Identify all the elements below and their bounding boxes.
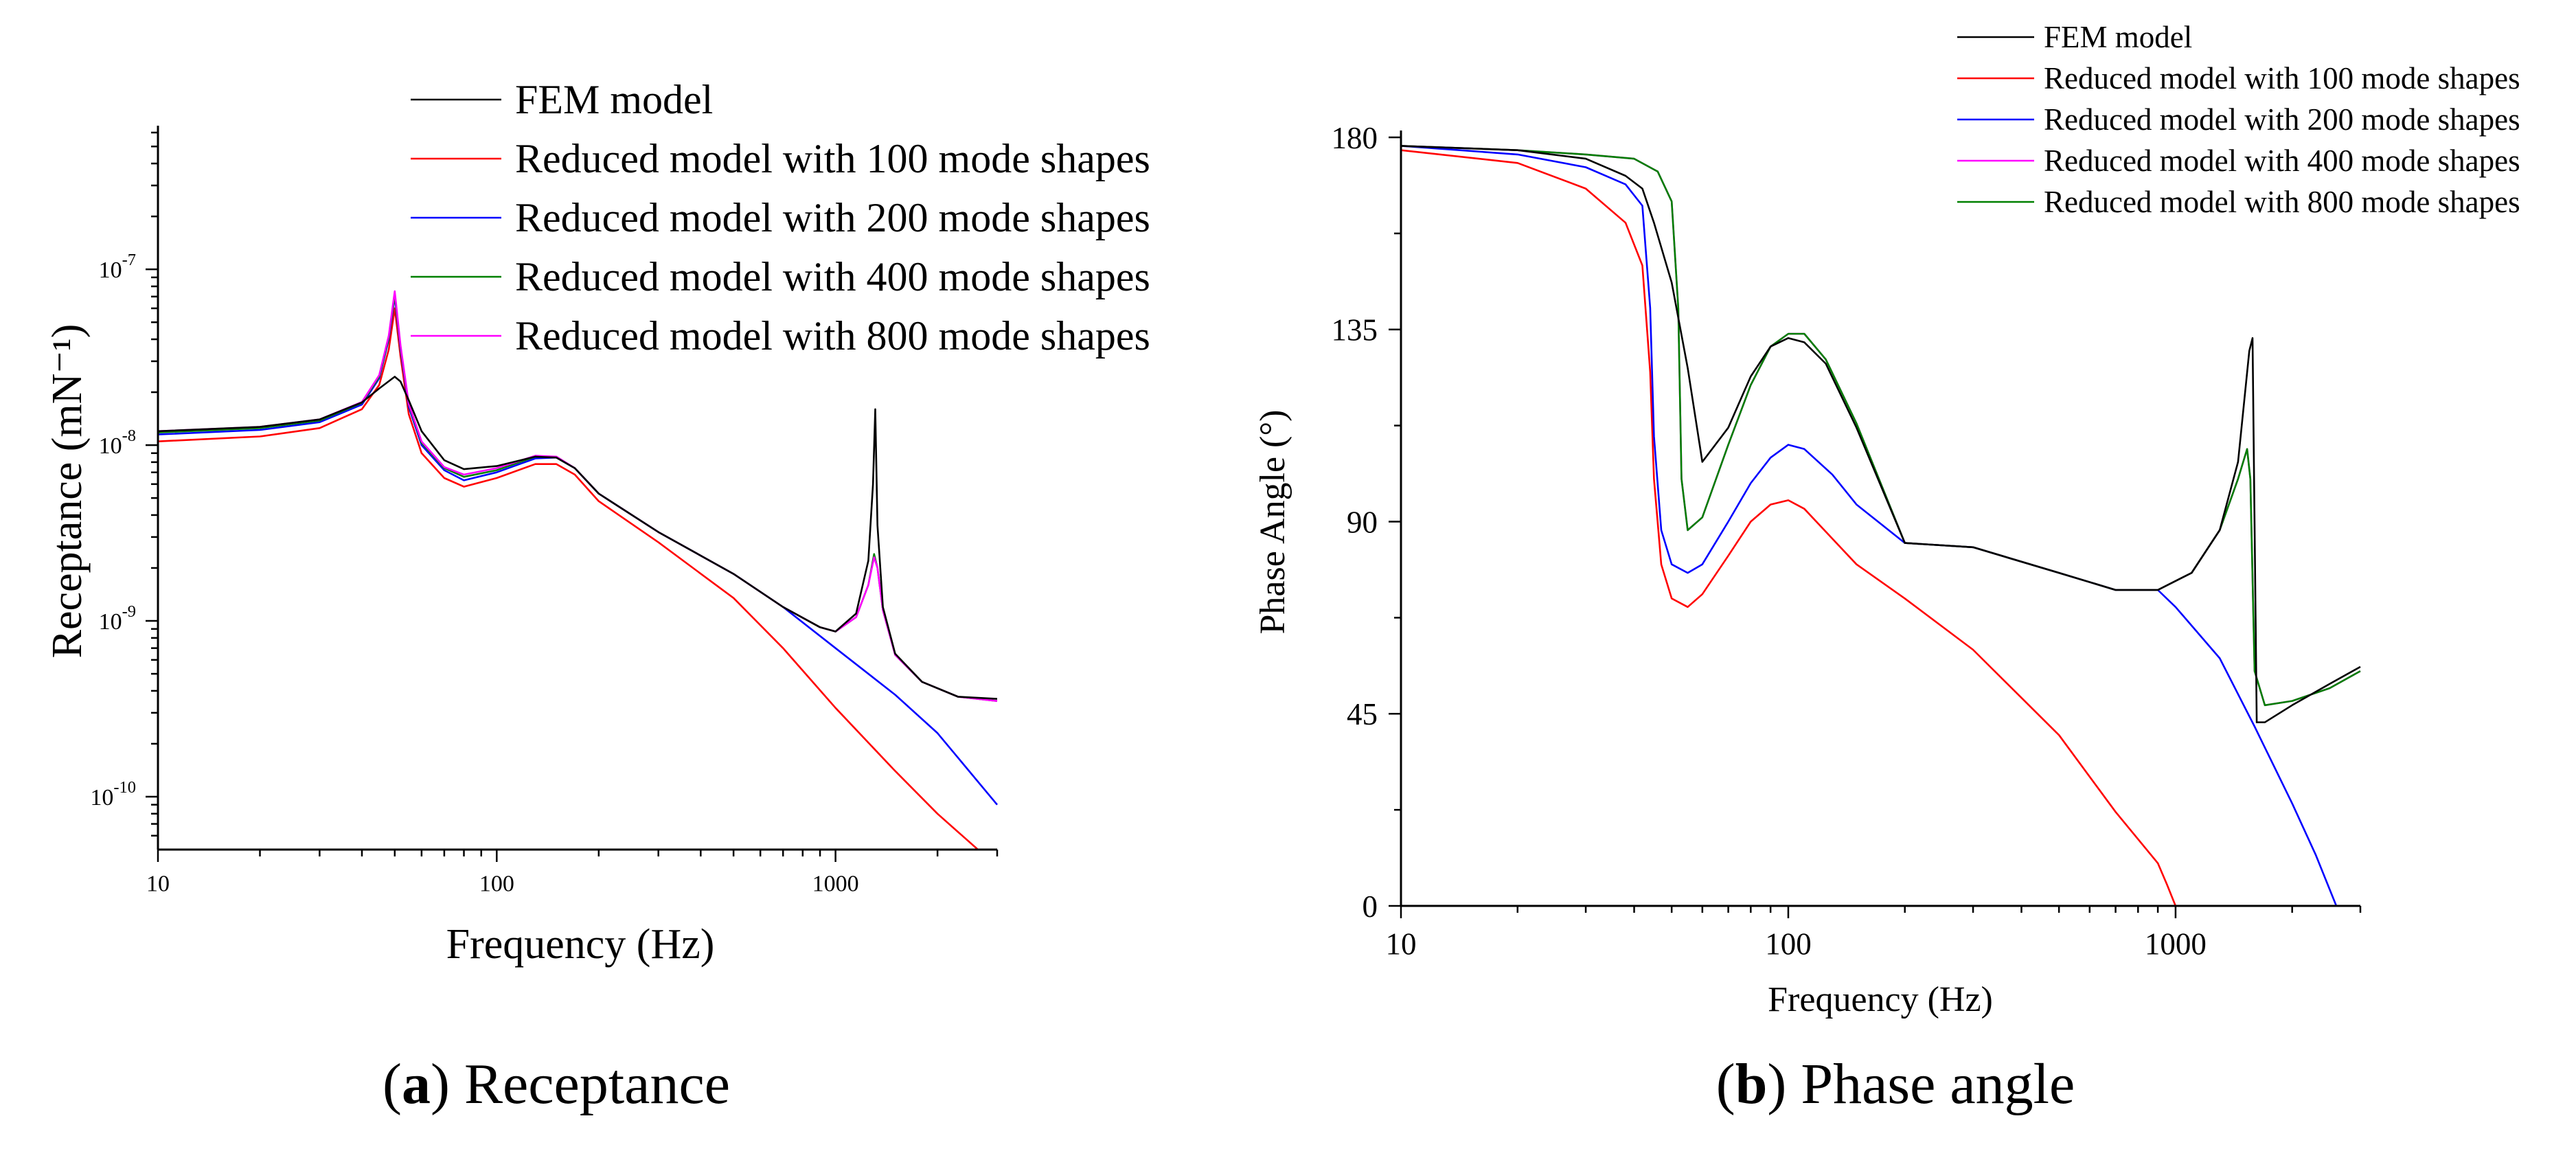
receptance-chart: 10 100 1000 10-10 10-9 10-8 10-7 Frequency (Hz)…	[44, 77, 1150, 968]
caption-a: (a) Receptance	[382, 1052, 731, 1116]
x-tick-label: 10	[1386, 927, 1417, 962]
series-line-5	[1401, 145, 2361, 707]
y-tick-label: 10-9	[99, 602, 136, 635]
y-tick-label: 10-8	[99, 427, 136, 459]
y-tick-label: 180	[1332, 121, 1378, 155]
y-axis-label: Phase Angle (°)	[1253, 410, 1292, 635]
caption-a-text: Receptance	[464, 1052, 731, 1116]
legend: FEM model Reduced model with 100 mode sha…	[1957, 20, 2520, 219]
legend-label-3: Reduced model with 200 mode shapes	[2044, 102, 2520, 137]
series-line-3	[158, 295, 998, 806]
legend-label-5: Reduced model with 800 mode shapes	[515, 313, 1150, 359]
phase-angle-chart: 10 100 1000 0 45 90 135 180 Frequency (Hz) Phase …	[1253, 20, 2520, 1019]
legend-label-2: Reduced model with 100 mode shapes	[2044, 61, 2520, 95]
series-line-4	[1401, 145, 2361, 707]
caption-b-letter: b	[1735, 1052, 1768, 1116]
legend: FEM model Reduced model with 100 mode sha…	[411, 77, 1150, 359]
y-tick-label: 45	[1347, 697, 1378, 731]
caption-a-letter: a	[401, 1052, 431, 1116]
x-tick-label: 1000	[812, 872, 859, 897]
caption-b-text: Phase angle	[1801, 1052, 2075, 1116]
caption-b: (b) Phase angle	[1716, 1052, 2075, 1116]
y-tick-label: 90	[1347, 505, 1378, 539]
legend-label-1: FEM model	[515, 77, 713, 122]
series-line-1	[158, 376, 998, 700]
x-axis-label: Frequency (Hz)	[446, 921, 715, 968]
series-line-3	[1401, 145, 2338, 906]
series-line-2	[158, 307, 979, 850]
x-tick-label: 100	[479, 872, 514, 897]
x-axis-label: Frequency (Hz)	[1768, 980, 1993, 1019]
x-tick-label: 1000	[2145, 927, 2207, 962]
legend-label-2: Reduced model with 100 mode shapes	[515, 136, 1150, 181]
x-tick-label: 100	[1765, 927, 1812, 962]
legend-label-1: FEM model	[2044, 20, 2192, 54]
series-line-2	[1401, 149, 2177, 906]
y-axis-label: Receptance (mN⁻¹)	[44, 324, 91, 659]
y-tick-label: 10-10	[90, 778, 136, 810]
legend-label-5: Reduced model with 800 mode shapes	[2044, 185, 2520, 219]
series-line-1	[1401, 145, 2361, 723]
series-group	[158, 290, 998, 850]
y-tick-label: 10-7	[99, 251, 136, 283]
x-tick-label: 10	[146, 872, 170, 897]
series-group	[1401, 145, 2361, 906]
y-tick-label: 135	[1332, 313, 1378, 348]
legend-label-4: Reduced model with 400 mode shapes	[2044, 144, 2520, 178]
legend-label-3: Reduced model with 200 mode shapes	[515, 195, 1150, 240]
legend-label-4: Reduced model with 400 mode shapes	[515, 254, 1150, 299]
y-tick-label: 0	[1363, 889, 1378, 924]
